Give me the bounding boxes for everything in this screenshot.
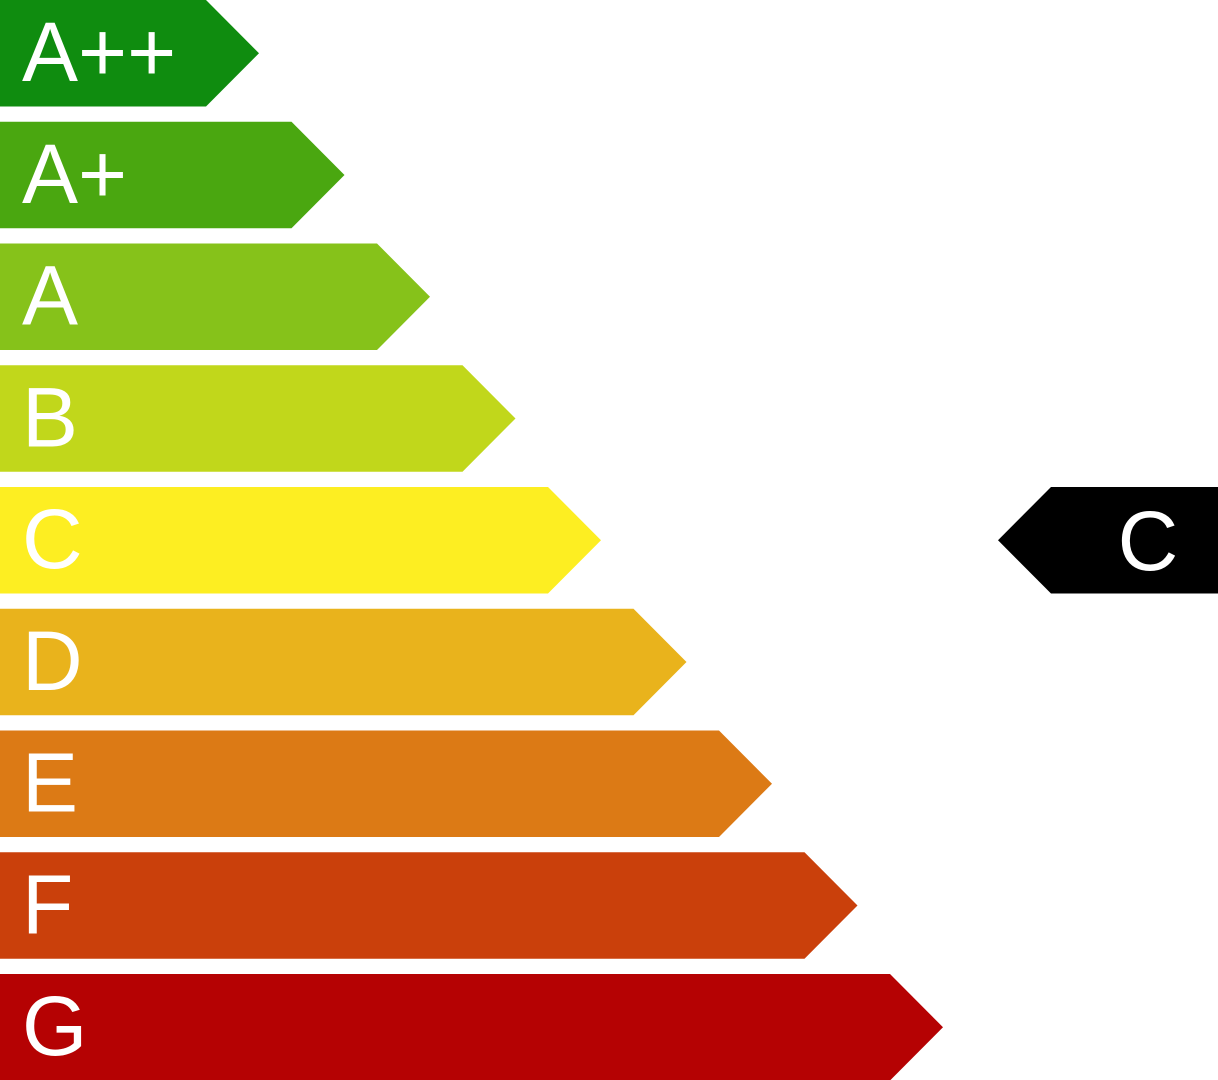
class-arrow	[0, 852, 858, 959]
class-label: B	[22, 370, 78, 464]
class-arrow	[0, 608, 687, 716]
class-arrow	[0, 0, 259, 107]
class-arrow	[0, 243, 430, 350]
class-label: D	[22, 614, 83, 708]
class-arrow	[0, 974, 943, 1080]
class-label: A+	[22, 127, 127, 221]
class-arrow	[0, 730, 772, 837]
class-arrow	[0, 487, 601, 594]
class-label: G	[22, 979, 87, 1073]
class-label: C	[22, 492, 83, 586]
class-label: E	[22, 736, 78, 830]
rating-marker	[998, 487, 1218, 594]
rating-label: C	[1118, 494, 1179, 588]
class-label: F	[22, 857, 73, 951]
class-arrow	[0, 365, 516, 472]
class-label: A	[22, 249, 78, 343]
class-label: A++	[22, 5, 176, 99]
class-arrow	[0, 121, 345, 229]
